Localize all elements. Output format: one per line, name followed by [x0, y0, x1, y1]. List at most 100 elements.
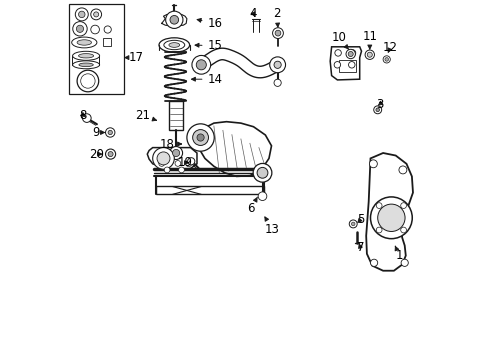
Text: 17: 17: [125, 51, 143, 64]
Text: 2: 2: [273, 7, 280, 27]
Text: 15: 15: [195, 39, 222, 52]
Circle shape: [91, 25, 99, 34]
Circle shape: [400, 259, 407, 266]
Circle shape: [382, 56, 389, 63]
Text: 11: 11: [362, 30, 377, 49]
Circle shape: [73, 22, 87, 36]
Circle shape: [351, 222, 354, 226]
Circle shape: [104, 26, 111, 33]
Circle shape: [377, 204, 404, 231]
Bar: [69, 4, 123, 94]
Circle shape: [164, 167, 170, 173]
Circle shape: [384, 58, 387, 61]
Circle shape: [272, 28, 283, 39]
Ellipse shape: [159, 38, 189, 52]
Circle shape: [105, 128, 115, 137]
Circle shape: [77, 70, 99, 92]
Text: 14: 14: [191, 73, 222, 86]
Circle shape: [172, 149, 179, 157]
Text: 20: 20: [88, 148, 103, 161]
Polygon shape: [329, 47, 361, 80]
Circle shape: [108, 130, 112, 135]
Circle shape: [157, 152, 170, 165]
Text: 18: 18: [160, 138, 181, 150]
Polygon shape: [147, 148, 197, 170]
Circle shape: [348, 62, 354, 68]
Circle shape: [91, 9, 102, 20]
Circle shape: [273, 79, 281, 86]
Circle shape: [347, 51, 352, 57]
Circle shape: [196, 60, 206, 70]
Circle shape: [94, 12, 99, 17]
Text: 7: 7: [356, 241, 364, 254]
Circle shape: [365, 50, 374, 59]
Circle shape: [375, 203, 381, 208]
Bar: [338, 60, 355, 72]
Circle shape: [108, 152, 113, 157]
Circle shape: [75, 8, 88, 21]
Circle shape: [370, 197, 411, 239]
Circle shape: [192, 55, 210, 74]
Circle shape: [348, 50, 355, 56]
Polygon shape: [366, 153, 412, 271]
Circle shape: [152, 148, 174, 169]
Text: 5: 5: [356, 213, 364, 226]
Circle shape: [165, 11, 183, 28]
Circle shape: [269, 57, 285, 73]
Circle shape: [348, 220, 356, 228]
Ellipse shape: [72, 37, 97, 48]
Circle shape: [82, 114, 91, 122]
Circle shape: [275, 30, 280, 36]
Circle shape: [170, 15, 178, 24]
Circle shape: [398, 166, 406, 174]
Circle shape: [159, 161, 164, 166]
Circle shape: [192, 130, 208, 145]
Circle shape: [253, 163, 271, 182]
Text: 3: 3: [375, 98, 383, 111]
Ellipse shape: [72, 61, 100, 69]
Text: 9: 9: [92, 126, 105, 139]
Circle shape: [370, 259, 377, 266]
Circle shape: [105, 149, 115, 159]
Circle shape: [197, 134, 204, 141]
Circle shape: [375, 227, 381, 233]
Polygon shape: [162, 14, 186, 26]
Circle shape: [186, 124, 214, 151]
Circle shape: [187, 158, 194, 165]
Circle shape: [373, 106, 381, 114]
Circle shape: [273, 61, 281, 68]
Polygon shape: [156, 186, 264, 194]
Circle shape: [79, 11, 85, 18]
Circle shape: [368, 160, 377, 168]
Circle shape: [334, 50, 341, 56]
Text: 21: 21: [135, 109, 156, 122]
Ellipse shape: [77, 40, 91, 45]
Ellipse shape: [79, 63, 93, 67]
Circle shape: [333, 62, 340, 68]
Text: 10: 10: [331, 31, 348, 49]
Text: 6: 6: [247, 197, 257, 215]
Ellipse shape: [79, 54, 94, 58]
Circle shape: [169, 147, 182, 159]
Circle shape: [185, 161, 191, 167]
Text: 1: 1: [394, 246, 402, 262]
Text: 13: 13: [264, 217, 280, 236]
Ellipse shape: [168, 43, 179, 47]
Circle shape: [258, 192, 266, 201]
Circle shape: [175, 161, 181, 166]
Circle shape: [81, 74, 95, 88]
Text: 12: 12: [382, 41, 397, 54]
Circle shape: [257, 167, 267, 178]
Text: 4: 4: [249, 7, 257, 20]
Ellipse shape: [72, 51, 100, 60]
Circle shape: [346, 49, 355, 59]
Circle shape: [375, 108, 379, 112]
Bar: [103, 38, 111, 46]
Text: 8: 8: [80, 109, 87, 122]
Circle shape: [76, 25, 83, 32]
Circle shape: [400, 203, 406, 208]
Text: 16: 16: [197, 17, 222, 30]
Polygon shape: [168, 101, 183, 130]
Text: 19: 19: [177, 156, 192, 169]
Circle shape: [366, 52, 371, 57]
